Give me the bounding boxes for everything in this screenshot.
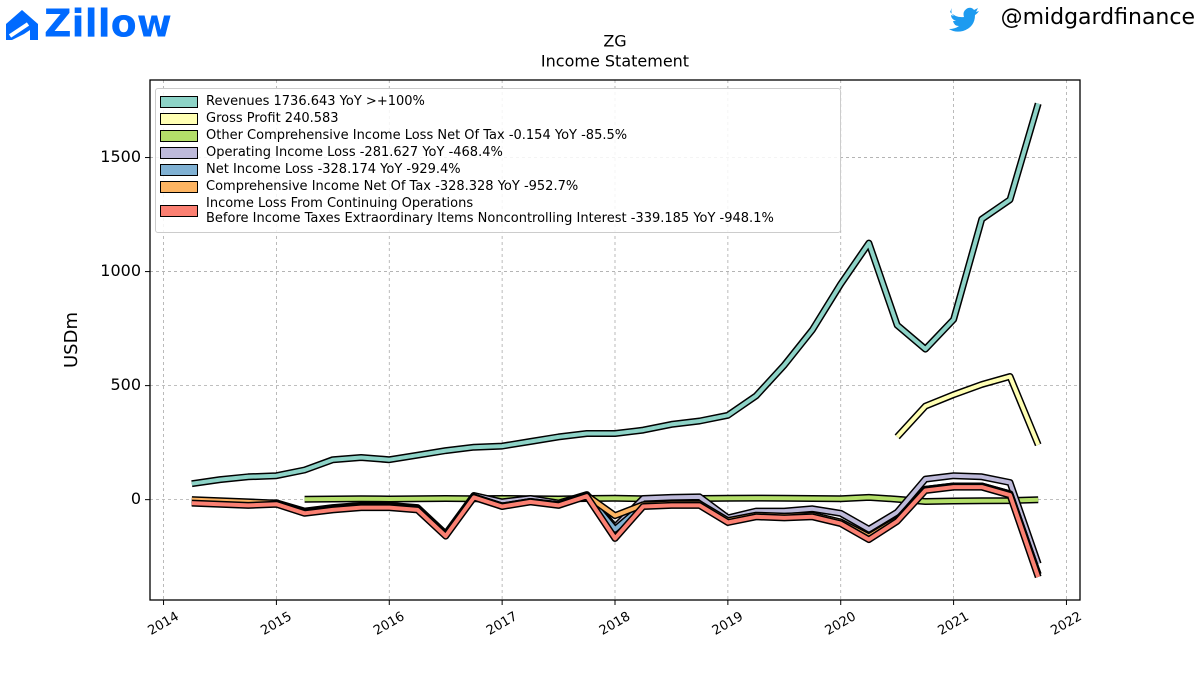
legend: Revenues 1736.643 YoY >+100% Gross Profit…: [155, 88, 841, 233]
x-tick-label: 2014: [145, 609, 181, 639]
legend-label: Net Income Loss -328.174 YoY -929.4%: [206, 162, 461, 177]
legend-swatch: [160, 163, 198, 176]
legend-swatch: [160, 95, 198, 108]
y-tick-label: 500: [110, 375, 141, 394]
legend-label: Income Loss From Continuing Operations B…: [206, 196, 774, 226]
legend-entry: Revenues 1736.643 YoY >+100%: [160, 94, 840, 109]
legend-swatch: [160, 146, 198, 159]
y-axis-label: USDm: [61, 312, 82, 368]
legend-label: Comprehensive Income Net Of Tax -328.328…: [206, 179, 579, 194]
line: [191, 103, 1041, 486]
x-tick-label: 2016: [371, 609, 407, 639]
legend-entry: Other Comprehensive Income Loss Net Of T…: [160, 128, 840, 143]
x-tick-label: 2019: [710, 609, 746, 639]
x-tick-label: 2015: [258, 609, 294, 639]
legend-entry: Net Income Loss -328.174 YoY -929.4%: [160, 162, 840, 177]
chart-subtitle: Income Statement: [541, 52, 689, 71]
chart-title: ZG: [603, 32, 626, 51]
legend-swatch: [160, 129, 198, 142]
zillow-logo: Zillow: [6, 2, 172, 46]
legend-entry: Operating Income Loss -281.627 YoY -468.…: [160, 145, 840, 160]
x-tick-label: 2020: [823, 609, 859, 639]
legend-label: Gross Profit 240.583: [206, 111, 339, 126]
legend-swatch: [160, 205, 198, 217]
legend-label: Revenues 1736.643 YoY >+100%: [206, 94, 425, 109]
x-tick-label: 2018: [597, 609, 633, 639]
logo-icon-stroke: [8, 22, 30, 38]
legend-label: Operating Income Loss -281.627 YoY -468.…: [206, 145, 503, 160]
y-tick-label: 1000: [100, 261, 141, 280]
legend-label: Other Comprehensive Income Loss Net Of T…: [206, 128, 628, 143]
legend-entry: Income Loss From Continuing Operations B…: [160, 196, 840, 226]
handle: @midgardfinance: [1001, 5, 1195, 30]
x-tick-label: 2021: [936, 609, 972, 639]
twitter-icon: [949, 7, 979, 32]
line-outline: [894, 373, 1042, 447]
line: [191, 485, 1041, 578]
legend-swatch: [160, 112, 198, 125]
y-tick-label: 0: [131, 489, 141, 508]
legend-entry: Gross Profit 240.583: [160, 111, 840, 126]
line: [895, 374, 1041, 446]
x-tick-label: 2017: [484, 609, 520, 639]
y-tick-label: 1500: [100, 147, 141, 166]
legend-entry: Comprehensive Income Net Of Tax -328.328…: [160, 179, 840, 194]
x-tick-label: 2022: [1048, 609, 1084, 639]
legend-swatch: [160, 180, 198, 193]
logo-text: Zillow: [44, 2, 172, 46]
